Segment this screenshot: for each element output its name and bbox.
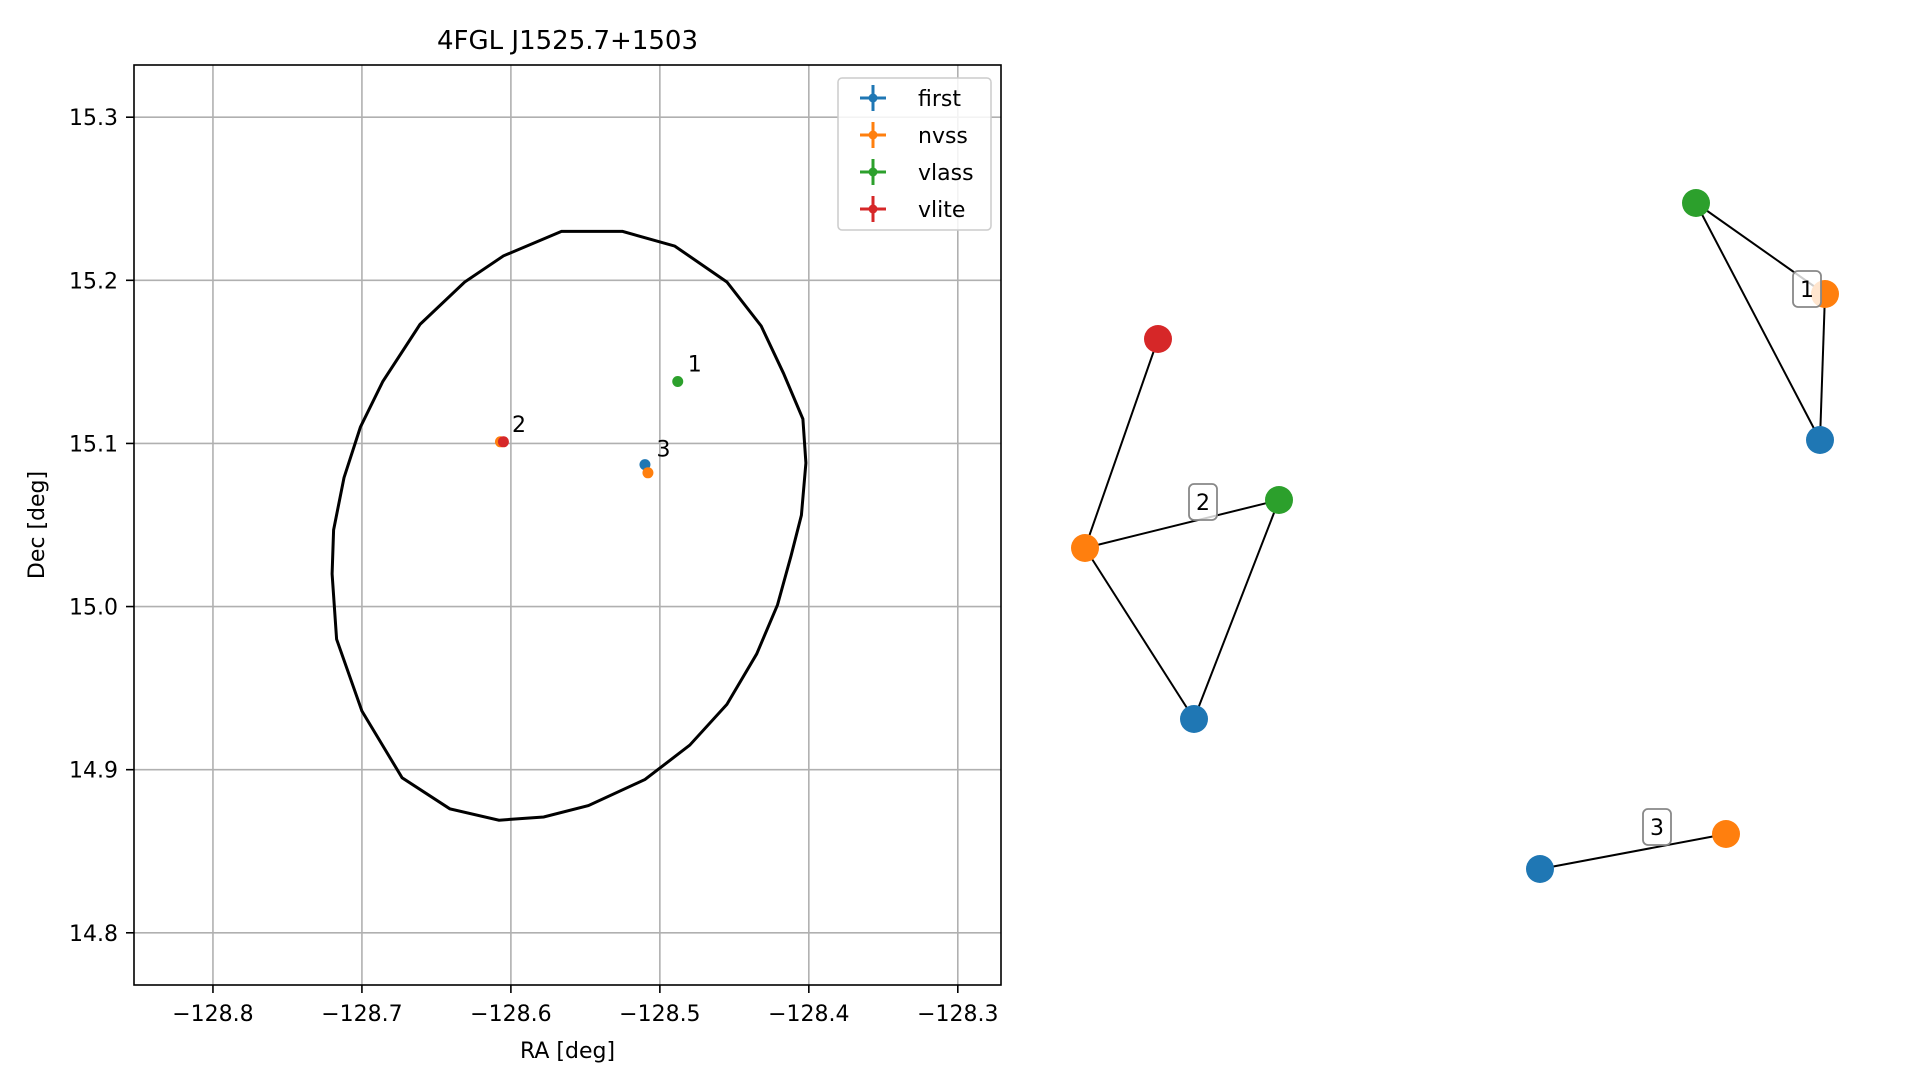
- edge-label-box: [1642, 808, 1672, 846]
- network-node-nvss: [1071, 534, 1099, 562]
- y-tick-label: 15.0: [69, 596, 118, 621]
- legend-label-first: first: [918, 87, 961, 112]
- data-point-vlite: [497, 436, 509, 448]
- network-node-vlite: [1144, 325, 1172, 353]
- edge-label-box: [1792, 270, 1822, 308]
- network-edge: [1819, 293, 1826, 441]
- chart-title: 4FGL J1525.7+1503: [437, 26, 698, 56]
- network-node-first: [1526, 855, 1554, 883]
- network-node-nvss: [1712, 820, 1740, 848]
- network-node-first: [1806, 426, 1834, 454]
- legend: first nvss vlass vlite: [837, 77, 992, 231]
- y-tick-label: 14.8: [69, 922, 118, 947]
- network-edge: [1695, 202, 1821, 441]
- legend-box: [837, 77, 992, 231]
- y-axis-label: Dec [deg]: [25, 471, 50, 579]
- network-graph: 1 2 3: [1071, 189, 1839, 883]
- edge-label: 2: [1196, 491, 1210, 516]
- legend-label-vlite: vlite: [918, 198, 965, 223]
- data-point-nvss: [642, 467, 654, 479]
- edge-label: 3: [1650, 816, 1664, 841]
- scatter-chart: 1 2 3 −128.8 −128.7 −128.6 −128.5 −128.4 −128.3…: [25, 26, 1002, 1064]
- error-ellipse: [330, 229, 808, 822]
- x-axis-ticks: −128.8 −128.7 −128.6 −128.5 −128.4 −128.3: [172, 985, 999, 1027]
- network-edge: [1084, 499, 1280, 549]
- x-tick-label: −128.8: [172, 1002, 253, 1027]
- network-edges: [1084, 202, 1826, 870]
- y-axis-ticks: 14.8 14.9 15.0 15.1 15.2 15.3: [69, 106, 134, 947]
- x-axis-label: RA [deg]: [520, 1039, 615, 1064]
- x-tick-label: −128.6: [470, 1002, 551, 1027]
- edge-label: 1: [1800, 278, 1814, 303]
- point-label: 2: [512, 413, 526, 438]
- network-node-vlass: [1682, 189, 1710, 217]
- edge-label-box: [1188, 483, 1218, 521]
- axes-frame: [133, 64, 1002, 986]
- point-annotations: 1 2 3: [512, 352, 702, 462]
- x-tick-label: −128.3: [917, 1002, 998, 1027]
- legend-dot-vlite: [868, 204, 878, 214]
- legend-dot-first: [868, 93, 878, 103]
- network-edge: [1539, 833, 1727, 870]
- y-tick-label: 15.1: [69, 432, 118, 457]
- data-points: [494, 375, 684, 479]
- network-edge-labels: 1 2 3: [1188, 270, 1822, 846]
- legend-label-nvss: nvss: [918, 124, 968, 149]
- y-tick-label: 15.2: [69, 269, 118, 294]
- legend-label-vlass: vlass: [918, 161, 974, 186]
- data-point-vlass: [672, 375, 684, 387]
- x-tick-label: −128.7: [321, 1002, 402, 1027]
- network-node-vlass: [1265, 486, 1293, 514]
- x-tick-label: −128.4: [768, 1002, 849, 1027]
- network-node-first: [1180, 705, 1208, 733]
- point-label: 3: [656, 437, 670, 462]
- network-edge: [1084, 338, 1159, 549]
- legend-dot-nvss: [868, 130, 878, 140]
- network-edge: [1084, 547, 1195, 720]
- y-tick-label: 15.3: [69, 106, 118, 131]
- network-nodes: [1071, 189, 1839, 883]
- x-tick-label: −128.5: [619, 1002, 700, 1027]
- y-tick-label: 14.9: [69, 759, 118, 784]
- network-edge: [1193, 499, 1280, 720]
- legend-dot-vlass: [868, 167, 878, 177]
- point-label: 1: [688, 352, 702, 377]
